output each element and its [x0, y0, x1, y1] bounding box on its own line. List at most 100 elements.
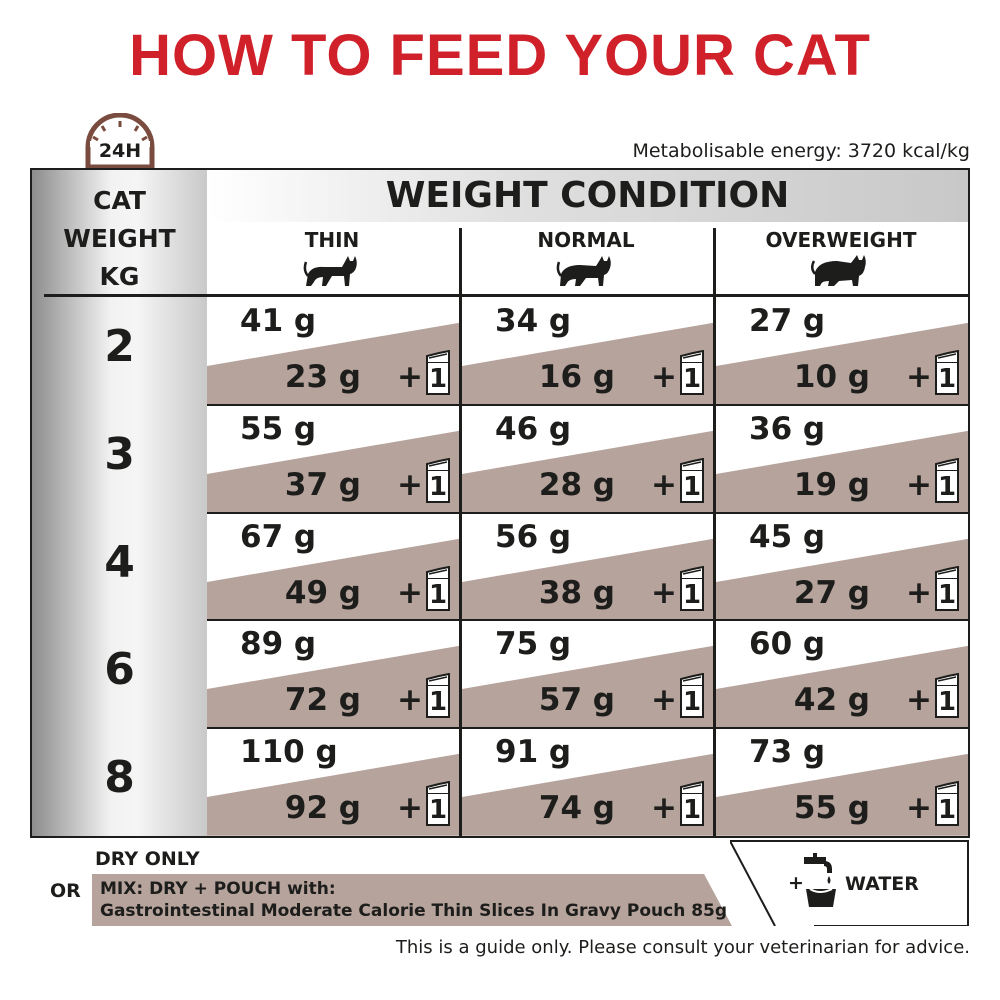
pouch-count: 1 [682, 795, 702, 826]
header-divider [44, 294, 970, 297]
mix-amount: 16 g [538, 359, 615, 395]
plus-sign: + [906, 682, 932, 719]
mix-band [462, 646, 713, 729]
mix-band [462, 322, 713, 405]
mix-amount: 10 g [793, 359, 870, 395]
pouch-icon [426, 673, 450, 719]
mix-amount: 49 g [284, 574, 361, 611]
dry-only-amount: 67 g [240, 518, 317, 555]
plus-sign: + [906, 359, 932, 395]
legend-dry-only: DRY ONLY [95, 848, 200, 870]
dry-only-amount: 91 g [495, 734, 572, 771]
pouch-icon [426, 781, 450, 827]
pouch-count: 1 [682, 364, 702, 394]
mix-band [207, 322, 459, 405]
column-label: THIN [304, 228, 360, 252]
dry-only-amount: 55 g [240, 410, 317, 447]
pouch-icon [426, 350, 450, 395]
legend-or: OR [50, 880, 81, 902]
dry-only-amount: 60 g [749, 626, 826, 663]
cat-weight-header-line: WEIGHT [63, 224, 176, 253]
column-divider [459, 228, 462, 836]
dry-only-amount: 36 g [749, 410, 826, 447]
mix-amount: 28 g [538, 466, 615, 503]
mix-band [462, 538, 713, 621]
cat-weight-kg: 6 [104, 644, 135, 696]
mix-amount: 27 g [793, 574, 870, 611]
mix-amount: 92 g [284, 790, 361, 827]
normal-cat-icon [556, 256, 611, 286]
disclaimer: This is a guide only. Please consult you… [395, 937, 970, 958]
dry-only-amount: 34 g [495, 303, 572, 339]
pouch-count: 1 [682, 687, 702, 718]
mix-amount: 72 g [284, 682, 361, 719]
pouch-icon [935, 781, 959, 827]
column-header-thin: THIN [207, 228, 457, 293]
mix-band [207, 754, 459, 836]
pouch-count: 1 [682, 471, 702, 502]
pouch-icon [680, 350, 704, 395]
plus-sign: + [397, 466, 423, 503]
column-header-normal: NORMAL [461, 228, 711, 293]
dry-only-amount: 46 g [495, 410, 572, 447]
mix-band [207, 646, 459, 729]
legend-mix-text: MIX: DRY + POUCH with: Gastrointestinal … [100, 878, 727, 922]
mix-amount: 55 g [793, 790, 870, 827]
cat-weight-kg: 3 [104, 428, 135, 480]
mix-amount: 42 g [793, 682, 870, 719]
plus-sign: + [651, 682, 677, 719]
pouch-count: 1 [428, 471, 448, 502]
pouch-icon [426, 565, 450, 611]
row-divider [207, 403, 968, 406]
column-label: NORMAL [537, 228, 635, 252]
water-label: WATER [845, 873, 919, 895]
column-header-overweight: OVERWEIGHT [716, 228, 966, 293]
plus-sign: + [651, 790, 677, 827]
pouch-count: 1 [937, 364, 957, 394]
pouch-count: 1 [937, 579, 957, 610]
mix-band [716, 430, 968, 513]
pouch-count: 1 [428, 364, 448, 394]
mix-amount: 37 g [284, 466, 361, 503]
water-bowl-icon [804, 853, 836, 907]
mix-band [716, 322, 968, 405]
weight-condition-band [207, 170, 968, 222]
dry-only-amount: 73 g [749, 734, 826, 771]
plus-sign: + [906, 466, 932, 503]
pouch-icon [935, 673, 959, 719]
pouch-icon [935, 457, 959, 503]
pouch-icon [935, 565, 959, 611]
pouch-count: 1 [937, 795, 957, 826]
pouch-icon [426, 457, 450, 503]
weight-column-background [32, 170, 207, 836]
feeding-table-frame [30, 168, 970, 838]
plus-sign: + [906, 790, 932, 827]
legend-mix-line1: MIX: DRY + POUCH with: [100, 879, 336, 899]
dry-only-amount: 56 g [495, 518, 572, 555]
pouch-count: 1 [682, 579, 702, 610]
mix-amount: 38 g [538, 574, 615, 611]
water-box [730, 840, 969, 926]
plus-sign: + [397, 682, 423, 719]
plus-sign: + [397, 574, 423, 611]
dry-only-amount: 45 g [749, 518, 826, 555]
plus-sign: + [651, 574, 677, 611]
dry-only-amount: 75 g [495, 626, 572, 663]
cat-weight-header-line: KG [99, 262, 140, 291]
water-plus: + [788, 872, 804, 894]
row-divider [207, 619, 968, 622]
mix-amount: 19 g [793, 466, 870, 503]
cat-weight-header: CAT WEIGHT KG [32, 182, 207, 296]
page-title: HOW TO FEED YOUR CAT [129, 23, 871, 88]
weight-condition-title: WEIGHT CONDITION [385, 175, 790, 216]
mix-amount: 23 g [284, 359, 361, 395]
dry-only-amount: 41 g [240, 303, 317, 339]
pouch-count: 1 [428, 579, 448, 610]
cat-weight-kg: 4 [104, 536, 135, 588]
column-label: OVERWEIGHT [765, 228, 917, 252]
dry-only-amount: 110 g [240, 734, 338, 771]
mix-band [462, 430, 713, 513]
plus-sign: + [397, 359, 423, 395]
pouch-count: 1 [937, 471, 957, 502]
pouch-icon [935, 350, 959, 395]
